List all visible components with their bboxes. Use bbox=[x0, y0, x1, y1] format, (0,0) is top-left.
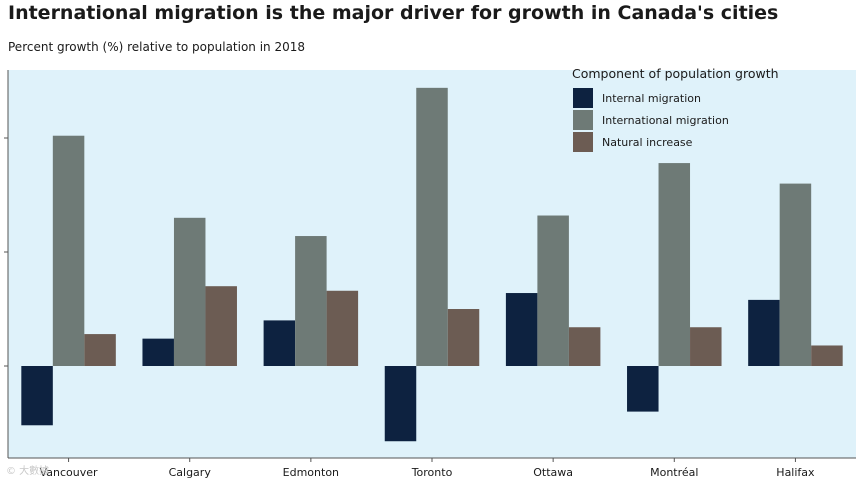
bar-toronto-internal-migration bbox=[384, 366, 417, 442]
category-label-0: Vancouver bbox=[40, 466, 98, 479]
legend-label-international-migration: International migration bbox=[602, 114, 729, 127]
category-label-1: Calgary bbox=[169, 466, 212, 479]
bar-halifax-international-migration bbox=[779, 183, 812, 366]
watermark-logo: © 大數據 bbox=[6, 466, 50, 477]
bar-edmonton-internal-migration bbox=[263, 320, 296, 366]
category-label-6: Halifax bbox=[776, 466, 815, 479]
legend-swatch-international-migration bbox=[573, 110, 593, 130]
legend-swatch-natural-increase bbox=[573, 132, 593, 152]
bar-ottawa-international-migration bbox=[537, 215, 569, 366]
chart-title: International migration is the major dri… bbox=[8, 2, 779, 24]
category-labels: Vancouver Calgary Edmonton Toronto Ottawa Mon… bbox=[40, 466, 815, 479]
bar-montral-internal-migration bbox=[627, 366, 659, 412]
bar-edmonton-international-migration bbox=[295, 236, 327, 366]
category-label-3: Toronto bbox=[411, 466, 453, 479]
legend-items: Internal migration International migratio… bbox=[573, 88, 729, 152]
bar-edmonton-natural-increase bbox=[326, 290, 359, 366]
category-label-4: Ottawa bbox=[533, 466, 573, 479]
bar-halifax-internal-migration bbox=[748, 299, 780, 366]
legend-label-internal-migration: Internal migration bbox=[602, 92, 701, 105]
legend-title: Component of population growth bbox=[572, 66, 779, 81]
legend: Component of population growth Internal … bbox=[572, 66, 779, 152]
chart-subtitle: Percent growth (%) relative to populatio… bbox=[8, 40, 306, 54]
legend-label-natural-increase: Natural increase bbox=[602, 136, 693, 149]
bar-halifax-natural-increase bbox=[811, 345, 843, 366]
y-axis-ticks bbox=[4, 137, 8, 367]
bar-calgary-international-migration bbox=[173, 217, 206, 366]
bar-toronto-natural-increase bbox=[447, 309, 480, 366]
bar-calgary-internal-migration bbox=[142, 338, 174, 366]
bar-calgary-natural-increase bbox=[205, 286, 237, 366]
category-label-2: Edmonton bbox=[283, 466, 339, 479]
bar-vancouver-internal-migration bbox=[21, 366, 53, 426]
bar-montral-natural-increase bbox=[690, 327, 722, 366]
bar-vancouver-international-migration bbox=[52, 135, 85, 366]
x-axis-ticks bbox=[68, 458, 796, 462]
bar-toronto-international-migration bbox=[416, 87, 448, 366]
bar-series-group bbox=[21, 87, 843, 442]
bar-ottawa-natural-increase bbox=[568, 327, 601, 366]
bar-ottawa-internal-migration bbox=[505, 293, 538, 366]
bar-vancouver-natural-increase bbox=[84, 334, 116, 366]
legend-swatch-internal-migration bbox=[573, 88, 593, 108]
bar-montral-international-migration bbox=[658, 163, 691, 366]
category-label-5: Montréal bbox=[650, 466, 698, 479]
